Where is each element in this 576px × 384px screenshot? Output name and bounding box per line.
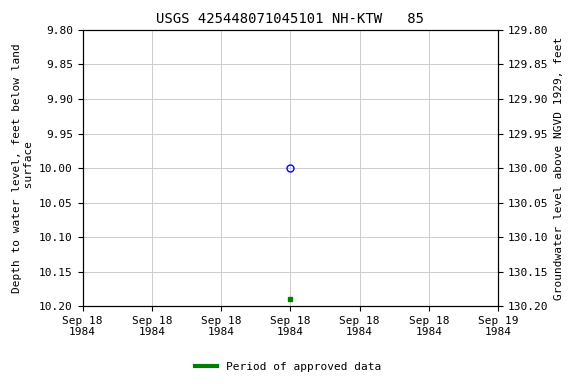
Y-axis label: Depth to water level, feet below land
 surface: Depth to water level, feet below land su… <box>12 43 33 293</box>
Y-axis label: Groundwater level above NGVD 1929, feet: Groundwater level above NGVD 1929, feet <box>554 36 564 300</box>
Title: USGS 425448071045101 NH-KTW   85: USGS 425448071045101 NH-KTW 85 <box>157 12 425 26</box>
Legend: Period of approved data: Period of approved data <box>191 358 385 377</box>
